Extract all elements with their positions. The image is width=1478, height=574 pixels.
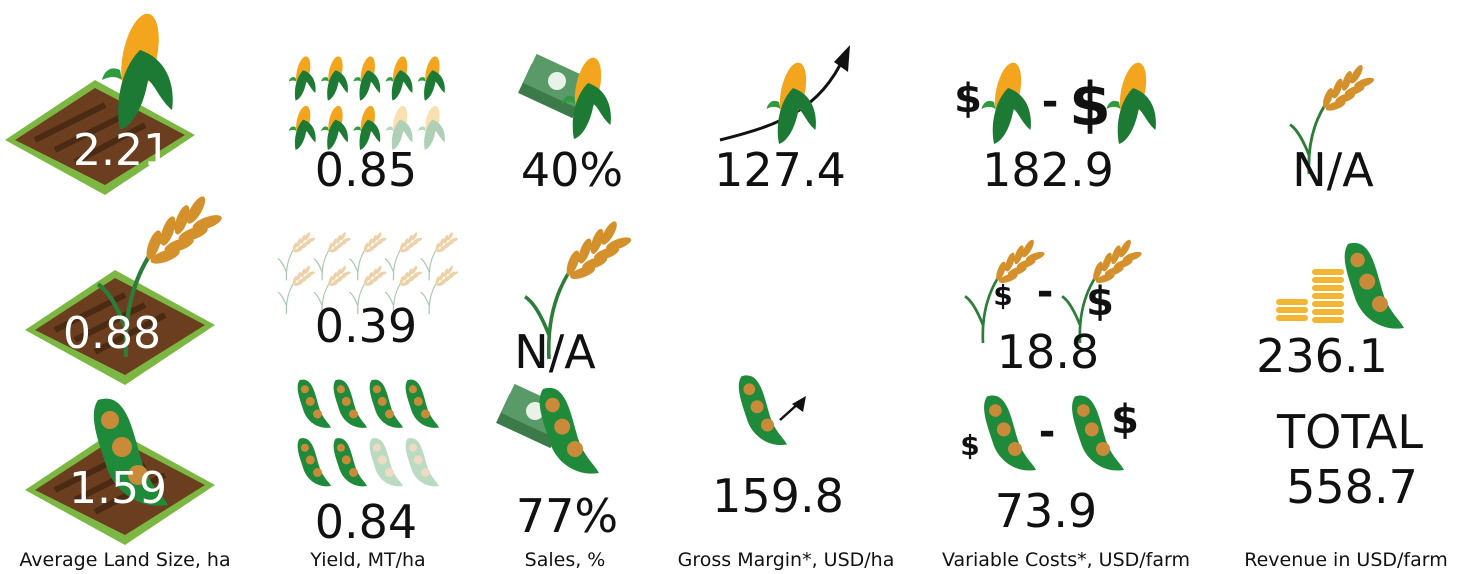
corn-icon <box>1106 60 1156 144</box>
cell-value: 0.88 <box>63 308 161 359</box>
column-caption: Sales, % <box>525 549 606 571</box>
cell-value: 2.21 <box>73 125 171 176</box>
separator: - <box>1037 269 1054 315</box>
currency-sign: $ <box>993 279 1012 312</box>
pod-icon <box>738 375 787 446</box>
arrow-head <box>792 396 806 412</box>
arrow-head <box>834 45 850 72</box>
cell-value: 73.9 <box>995 484 1097 538</box>
corn-yield-icons <box>288 55 445 150</box>
column-caption: Variable Costs*, USD/farm <box>942 549 1190 571</box>
cell-value: N/A <box>1292 143 1374 197</box>
column-caption: Average Land Size, ha <box>19 549 230 571</box>
cell-value: 18.8 <box>997 325 1099 379</box>
column-caption: Yield, MT/ha <box>309 549 425 571</box>
cell-value: 0.39 <box>315 299 417 353</box>
corn-icon <box>766 60 816 144</box>
currency-sign: $ <box>954 76 982 122</box>
currency-sign: $ <box>1086 279 1114 325</box>
cell-value: N/A <box>514 325 596 379</box>
currency-sign: $ <box>1069 70 1111 140</box>
total-label: TOTAL <box>1276 405 1423 459</box>
pod-icon <box>1344 242 1404 329</box>
cell-value: 127.4 <box>714 143 846 197</box>
pod-yield-icons <box>297 379 439 487</box>
currency-sign: $ <box>960 429 979 462</box>
cell-value: 182.9 <box>982 143 1114 197</box>
separator: - <box>1039 409 1056 455</box>
cell-value: 77% <box>516 489 618 543</box>
total-value: 558.7 <box>1286 460 1418 514</box>
separator: - <box>1042 79 1059 125</box>
pod-icon <box>984 395 1036 471</box>
cell-value: 236.1 <box>1256 329 1388 383</box>
cell-value: 40% <box>521 143 623 197</box>
cell-value: 0.84 <box>315 495 417 549</box>
coins-icon <box>1274 267 1346 325</box>
cell-value: 0.85 <box>315 143 417 197</box>
corn-icon <box>981 60 1031 144</box>
cell-value: 1.59 <box>69 463 167 514</box>
corn-icon <box>561 55 611 139</box>
pod-icon <box>539 387 599 474</box>
column-caption: Gross Margin*, USD/ha <box>678 549 895 571</box>
currency-sign: $ <box>1111 397 1139 443</box>
column-caption: Revenue in USD/farm <box>1244 549 1447 571</box>
cell-value: 159.8 <box>712 469 844 523</box>
